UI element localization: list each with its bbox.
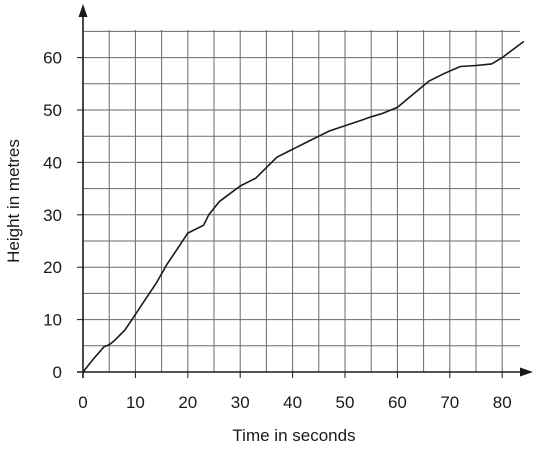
y-tick-label: 60 — [43, 49, 62, 68]
tick-labels: 0 10 20 30 40 50 60 70 80 0 10 20 30 40 50 60 — [43, 49, 512, 412]
x-axis-title: Time in seconds — [232, 426, 355, 445]
y-axis-title: Height in metres — [4, 139, 23, 263]
series-line — [82, 41, 525, 373]
x-tick-label: 40 — [283, 393, 302, 412]
x-tick-label: 80 — [493, 393, 512, 412]
y-axis-arrow-icon — [78, 4, 88, 17]
y-tick-label: 40 — [43, 153, 62, 172]
x-tick-label: 30 — [231, 393, 250, 412]
x-tick-label: 10 — [126, 393, 145, 412]
y-tick-label: 20 — [43, 258, 62, 277]
y-tick-label: 10 — [43, 311, 62, 330]
series-layer — [82, 41, 525, 373]
x-tick-label: 50 — [336, 393, 355, 412]
y-tick-label: 50 — [43, 101, 62, 120]
x-tick-label: 60 — [388, 393, 407, 412]
y-tick-label: 0 — [53, 363, 62, 382]
x-tick-label: 0 — [78, 393, 87, 412]
x-tick-label: 70 — [440, 393, 459, 412]
x-tick-label: 20 — [178, 393, 197, 412]
grid — [83, 30, 520, 372]
x-axis-arrow-icon — [520, 367, 533, 377]
axes — [77, 4, 533, 378]
y-tick-label: 30 — [43, 206, 62, 225]
